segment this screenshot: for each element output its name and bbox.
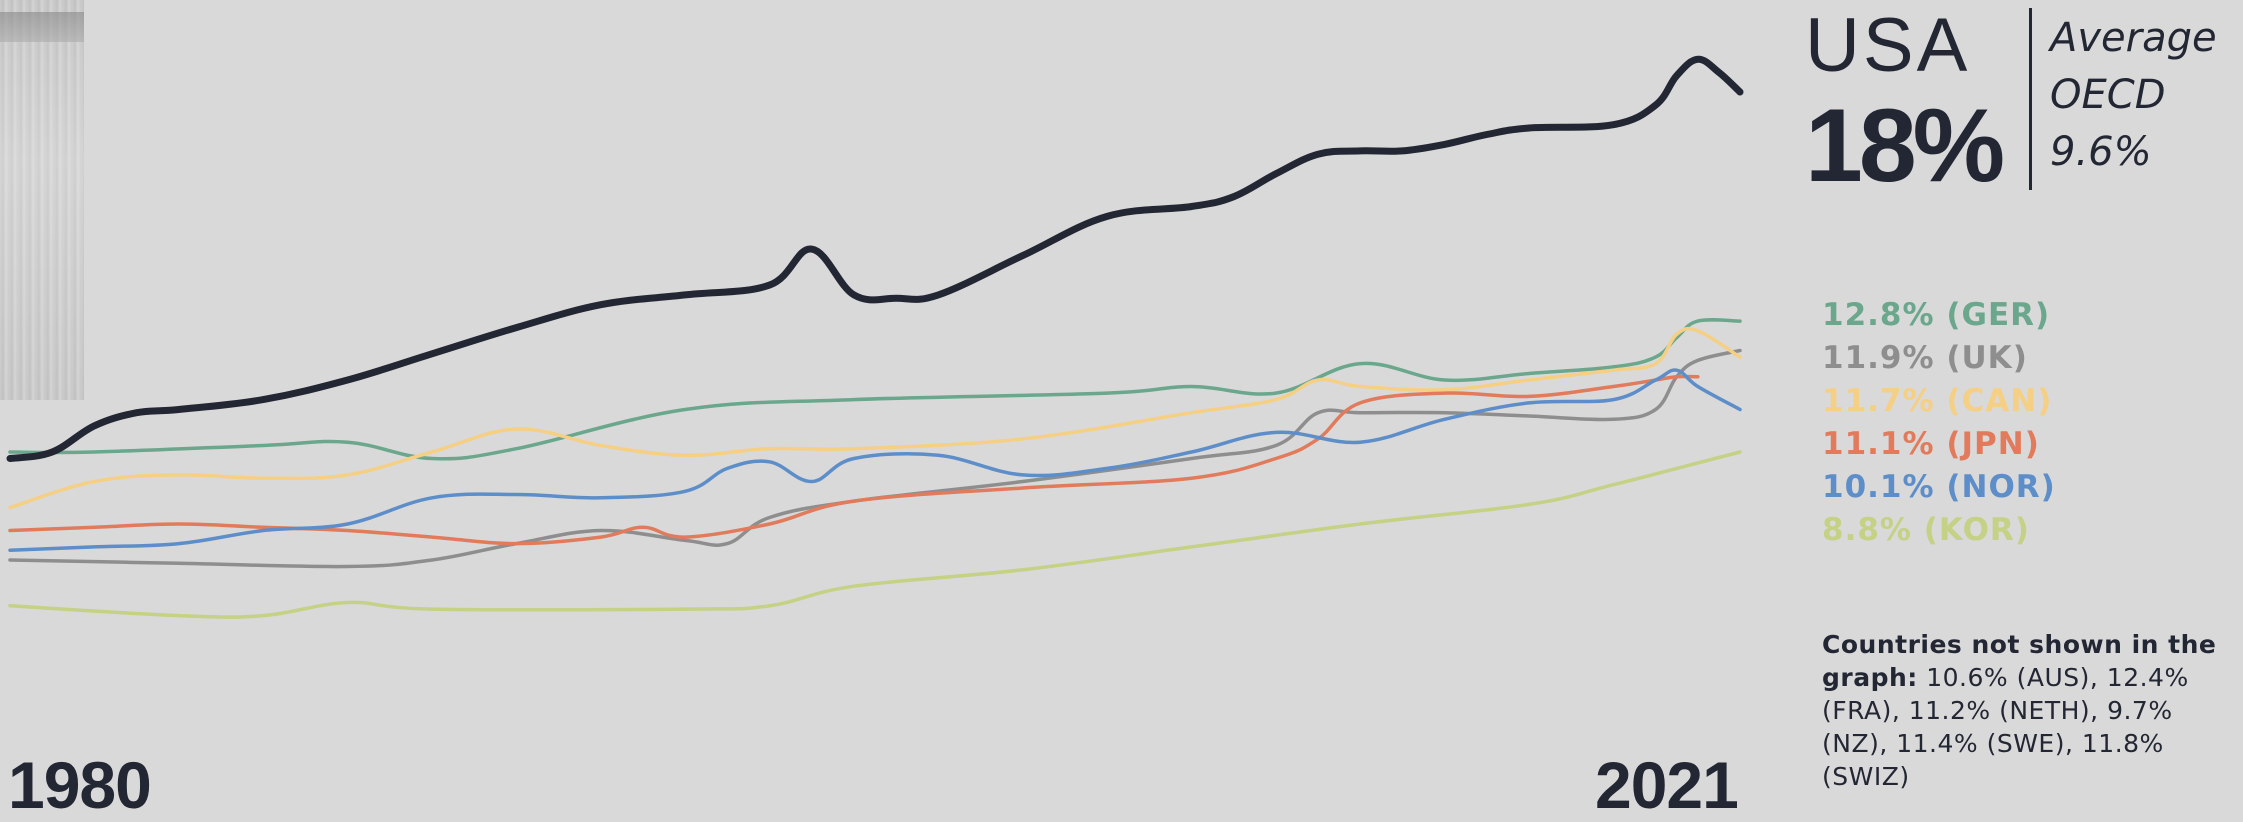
note-values: 10.6% (AUS), 12.4% (FRA), 11.2% (NETH), …: [1822, 663, 2189, 791]
legend-item-nor: 10.1% (NOR): [1822, 469, 2056, 505]
note-lead: Countries not shown in the graph:: [1822, 630, 2217, 692]
legend-item-can: 11.7% (CAN): [1822, 383, 2053, 419]
series-line-can: [8, 326, 1742, 510]
background-photo-strip: [0, 0, 84, 400]
oecd-average-line-2: OECD: [2050, 72, 2166, 118]
series-line-kor: [8, 450, 1742, 619]
series-line-uk: [8, 348, 1742, 569]
x-tick-start: 1980: [8, 748, 152, 822]
headline-country: USA: [1805, 3, 1971, 88]
legend-item-ger: 12.8% (GER): [1822, 297, 2051, 333]
headline-divider: [2029, 8, 2032, 190]
series-line-ger: [8, 318, 1742, 461]
legend-item-uk: 11.9% (UK): [1822, 340, 2028, 376]
series-line-nor: [8, 368, 1742, 552]
legend-item-jpn: 11.1% (JPN): [1822, 426, 2040, 462]
legend: 12.8% (GER) 11.9% (UK) 11.7% (CAN) 11.1%…: [1822, 294, 2056, 552]
headline-block: USA 18%: [1805, 3, 2025, 204]
oecd-average-line-1: Average: [2050, 15, 2217, 61]
legend-item-kor: 8.8% (KOR): [1822, 512, 2030, 548]
x-tick-end: 2021: [1595, 748, 1739, 822]
series-line-usa: [6, 55, 1744, 462]
headline-value: 18%: [1805, 88, 2005, 204]
countries-not-shown-note: Countries not shown in the graph: 10.6% …: [1822, 628, 2232, 793]
oecd-average-line-3: 9.6%: [2050, 129, 2152, 175]
oecd-average: Average OECD 9.6%: [2050, 10, 2217, 181]
